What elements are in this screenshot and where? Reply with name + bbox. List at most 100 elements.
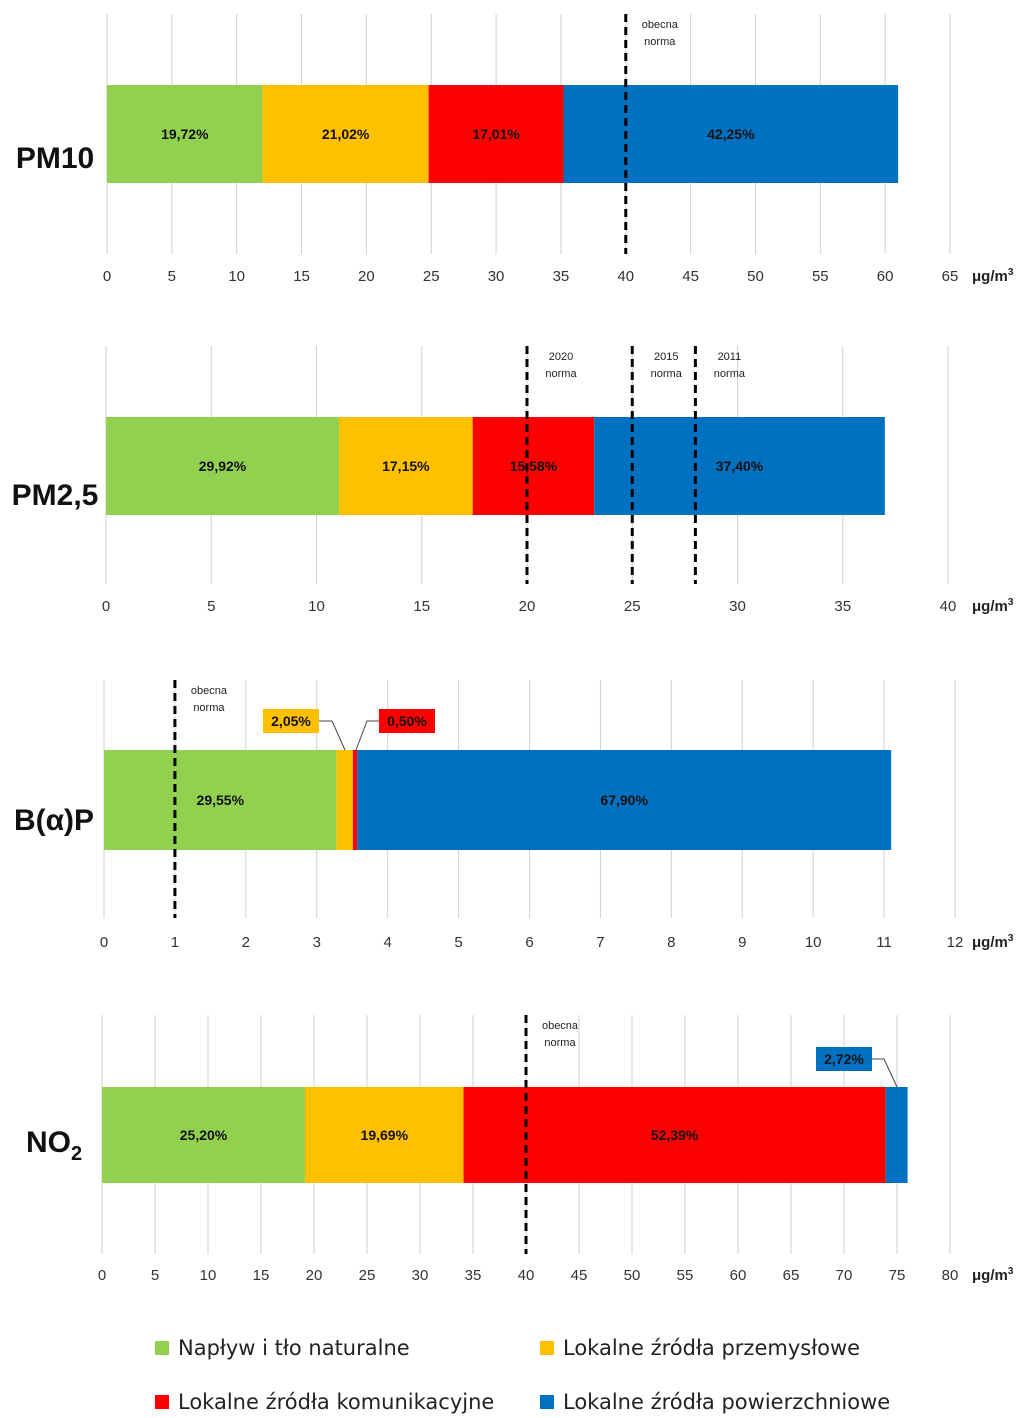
bar-segment-traffic	[352, 750, 358, 850]
x-tick-label: 45	[571, 1267, 588, 1284]
x-tick-label: 0	[100, 934, 108, 951]
x-tick-label: 55	[677, 1267, 694, 1284]
norm-label: 2011	[718, 351, 742, 363]
bar-segment-industrial	[304, 1087, 464, 1183]
x-tick-label: 40	[518, 1267, 535, 1284]
legend-item-traffic: Lokalne źródła komunikacyjne	[155, 1390, 494, 1414]
legend: Napływ i tło naturalne Lokalne źródła pr…	[155, 1330, 1015, 1418]
x-tick-label: 75	[889, 1267, 906, 1284]
data-label-traffic: 0,50%	[387, 713, 427, 729]
category-label: PM2,5	[12, 479, 99, 512]
x-tick-label: 30	[488, 268, 505, 285]
x-tick-label: 11	[876, 934, 892, 951]
bar-segment-surface	[357, 750, 892, 850]
data-label-surface: 67,90%	[600, 792, 648, 808]
bar-segment-natural	[107, 85, 263, 183]
bar-segment-traffic	[472, 417, 595, 515]
bar-segment-surface	[563, 85, 899, 183]
x-tick-label: 20	[358, 268, 375, 285]
norm-label: obecna	[191, 685, 228, 697]
x-tick-label: 35	[553, 268, 570, 285]
x-tick-label: 30	[729, 598, 746, 615]
x-tick-label: 1	[171, 934, 179, 951]
category-label: PM10	[16, 142, 94, 175]
callout-leader	[872, 1058, 898, 1088]
norm-label: norma	[644, 36, 676, 48]
x-tick-label: 10	[228, 268, 245, 285]
x-tick-label: 40	[617, 268, 634, 285]
legend-label-industrial: Lokalne źródła przemysłowe	[563, 1336, 861, 1360]
x-tick-label: 55	[812, 268, 829, 285]
data-label-natural: 19,72%	[161, 126, 209, 142]
x-tick-label: 35	[465, 1267, 482, 1284]
x-tick-label: 5	[207, 598, 215, 615]
bar-segment-natural	[106, 417, 340, 515]
bar-segment-traffic	[463, 1087, 886, 1183]
x-tick-label: 5	[454, 934, 462, 951]
norm-label: obecna	[542, 1020, 579, 1032]
bar-segment-natural	[104, 750, 337, 850]
x-tick-label: 50	[747, 268, 764, 285]
x-tick-label: 40	[940, 598, 957, 615]
callout-box	[816, 1047, 872, 1071]
x-tick-label: 5	[151, 1267, 159, 1284]
x-tick-label: 4	[383, 934, 391, 951]
data-label-surface: 42,25%	[707, 126, 755, 142]
callout-box	[379, 709, 435, 733]
data-label-surface: 37,40%	[716, 458, 764, 474]
norm-label: 2015	[654, 351, 678, 363]
data-label-natural: 29,55%	[197, 792, 245, 808]
x-tick-label: 9	[738, 934, 746, 951]
x-tick-label: 15	[413, 598, 430, 615]
data-label-traffic: 17,01%	[472, 126, 520, 142]
unit-label: μg/m3	[972, 597, 1014, 615]
legend-item-natural: Napływ i tło naturalne	[155, 1336, 410, 1360]
legend-item-surface: Lokalne źródła powierzchniowe	[540, 1390, 890, 1414]
x-tick-label: 80	[942, 1267, 959, 1284]
x-tick-label: 65	[942, 268, 959, 285]
legend-swatch-surface	[540, 1395, 554, 1409]
data-label-natural: 29,92%	[199, 458, 247, 474]
x-tick-label: 60	[730, 1267, 747, 1284]
x-tick-label: 3	[313, 934, 321, 951]
unit-label: μg/m3	[972, 267, 1014, 285]
unit-label: μg/m3	[972, 933, 1014, 951]
data-label-traffic: 15,58%	[510, 458, 558, 474]
x-tick-label: 5	[168, 268, 176, 285]
x-tick-label: 2	[242, 934, 250, 951]
x-tick-label: 60	[877, 268, 894, 285]
x-tick-label: 10	[805, 934, 822, 951]
x-tick-label: 12	[947, 934, 964, 951]
norm-label: norma	[545, 368, 577, 380]
x-tick-label: 20	[519, 598, 536, 615]
bar-segment-natural	[102, 1087, 305, 1183]
x-tick-label: 15	[253, 1267, 270, 1284]
callout-box	[263, 709, 319, 733]
norm-label: norma	[193, 702, 225, 714]
legend-label-natural: Napływ i tło naturalne	[178, 1336, 410, 1360]
x-tick-label: 15	[293, 268, 310, 285]
norm-label: norma	[651, 368, 683, 380]
data-label-natural: 25,20%	[180, 1127, 228, 1143]
data-label-industrial: 2,05%	[271, 713, 311, 729]
bar-segment-surface	[885, 1087, 908, 1183]
x-tick-label: 6	[525, 934, 533, 951]
x-tick-label: 0	[103, 268, 111, 285]
x-tick-label: 25	[423, 268, 440, 285]
x-tick-label: 7	[596, 934, 604, 951]
bar-segment-industrial	[262, 85, 429, 183]
bar-segment-industrial	[339, 417, 473, 515]
norm-label: obecna	[642, 19, 679, 31]
x-tick-label: 20	[306, 1267, 323, 1284]
callout-leader	[355, 720, 379, 751]
x-tick-label: 8	[667, 934, 675, 951]
legend-swatch-industrial	[540, 1341, 554, 1355]
x-tick-label: 45	[682, 268, 699, 285]
callout-leader	[319, 720, 346, 751]
unit-label: μg/m3	[972, 1266, 1014, 1284]
chart-4: 0 5 10 15 20 25 30 35 40 45 50 55 60 65 70 75 80 μg/m3 NO2…	[26, 1015, 1014, 1284]
x-tick-label: 10	[308, 598, 325, 615]
category-label: B(α)P	[14, 804, 94, 837]
bar-segment-surface	[594, 417, 885, 515]
